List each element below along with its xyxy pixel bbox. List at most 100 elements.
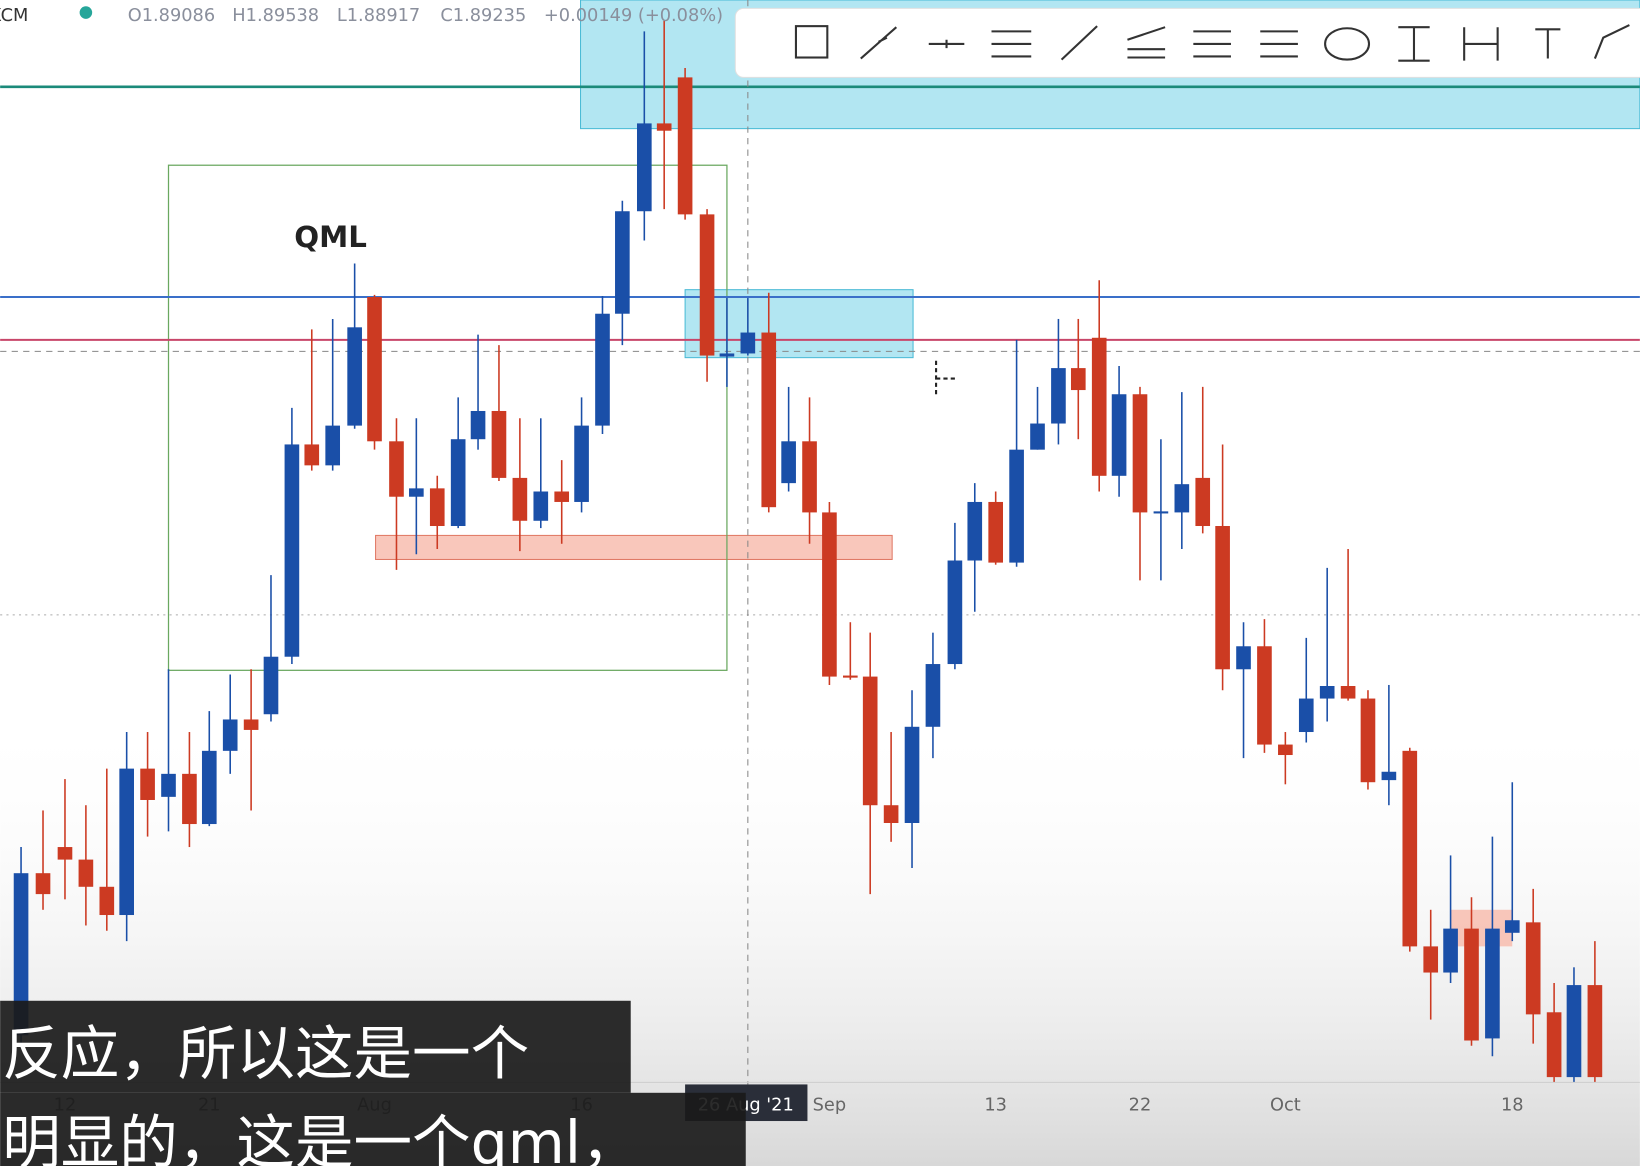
candle-body <box>656 123 672 131</box>
fib-tool[interactable] <box>991 30 1032 58</box>
candle-body <box>119 768 134 916</box>
candle-body <box>1195 477 1211 527</box>
pattern-box <box>167 164 728 671</box>
candle-body <box>491 410 507 478</box>
candle-body <box>1091 337 1107 476</box>
candle-body <box>57 847 73 860</box>
x-axis-label: 22 <box>1129 1096 1152 1116</box>
candle-body <box>429 488 445 527</box>
candle-body <box>263 656 279 715</box>
date-range-tool[interactable] <box>1463 27 1499 61</box>
candle-body <box>1132 394 1148 513</box>
candle-body <box>1257 646 1272 745</box>
candle-body <box>595 313 610 426</box>
candle-body <box>802 441 817 513</box>
candle-body <box>450 439 466 527</box>
candle-body <box>512 477 528 521</box>
candle-body <box>35 873 51 895</box>
candle-body <box>161 773 176 797</box>
candle-body <box>1030 423 1045 450</box>
close: C1.89235 <box>440 6 526 26</box>
candles <box>13 20 1603 1083</box>
candle-body <box>822 512 837 677</box>
arrow-tool[interactable] <box>860 26 898 60</box>
trendline-tool[interactable] <box>1060 25 1098 61</box>
candle-body <box>740 332 756 354</box>
candle-body <box>574 425 589 502</box>
candle-body <box>1174 484 1190 513</box>
candle-body <box>409 488 424 497</box>
x-axis-label: Oct <box>1270 1096 1301 1116</box>
drawing-toolbar <box>734 7 1640 78</box>
candle-body <box>1504 920 1520 933</box>
toolbar <box>734 7 1640 78</box>
candle-body <box>243 719 259 730</box>
candle-body <box>1402 750 1418 947</box>
candle-body <box>781 441 796 484</box>
candle-body <box>1360 698 1376 783</box>
candle-body <box>1423 946 1439 973</box>
candle-body <box>1236 646 1251 670</box>
change: +0.00149 (+0.08%) <box>544 6 723 26</box>
brush-tool[interactable] <box>1593 24 1630 59</box>
candle-body <box>1111 394 1127 476</box>
x-axis-label: 13 <box>984 1096 1007 1116</box>
candle-body <box>78 859 94 887</box>
cursor <box>935 360 955 398</box>
candle-body <box>904 726 920 823</box>
candle-body <box>1009 449 1024 563</box>
candle-body <box>677 77 693 215</box>
candle-body <box>719 353 735 357</box>
ellipse-tool[interactable] <box>1324 27 1371 61</box>
candle-body <box>533 491 549 521</box>
candle-body <box>699 214 715 356</box>
rect-tool[interactable] <box>794 25 829 59</box>
candle-body <box>222 719 238 751</box>
pitchfork-tool[interactable] <box>1127 26 1166 59</box>
zone-box <box>684 289 914 359</box>
x-axis-label: 18 <box>1501 1096 1524 1116</box>
open: O1.89086 <box>128 6 215 26</box>
small-zone <box>1450 909 1513 947</box>
symbol: XCM <box>0 6 28 26</box>
candle-body <box>201 750 217 825</box>
candle-body <box>1464 928 1479 1041</box>
ray-tool[interactable] <box>928 39 965 49</box>
candle-body <box>182 773 197 825</box>
subtitle-box <box>0 1092 746 1166</box>
text-tool[interactable] <box>1535 28 1561 59</box>
price-range-tool[interactable] <box>1398 26 1430 62</box>
candle-body <box>967 501 983 561</box>
candle-body <box>13 873 29 1036</box>
candle-body <box>1319 686 1335 699</box>
candle-body <box>862 676 878 806</box>
candle-body <box>304 444 320 466</box>
range-tool[interactable] <box>1260 30 1298 58</box>
candle-body <box>470 410 486 440</box>
candle-body <box>1485 928 1500 1039</box>
candle-body <box>1153 511 1169 514</box>
candle-body <box>1525 922 1541 1015</box>
candle-body <box>883 805 899 823</box>
candle-body <box>347 327 362 426</box>
candle-body <box>636 123 652 212</box>
candle-body <box>843 675 858 678</box>
header: XCM O1.89086 H1.89538 L1.88917 C1.89235 … <box>0 6 723 26</box>
demand-zone <box>375 534 893 560</box>
channel-tool[interactable] <box>1193 30 1231 58</box>
subtitle: 明显的，这是一个qml， <box>2 1109 639 1166</box>
candle-body <box>1298 698 1314 733</box>
candle-body <box>1340 686 1356 699</box>
candle-body <box>947 560 963 665</box>
candle-body <box>367 296 382 442</box>
candle-body <box>1443 928 1458 973</box>
candle-body <box>1566 985 1582 1078</box>
low: L1.88917 <box>337 6 420 26</box>
candle-body <box>140 768 155 800</box>
subtitle-box <box>0 1000 631 1093</box>
candle-body <box>554 491 570 502</box>
candle-body <box>988 501 1004 563</box>
candle-body <box>1546 1012 1562 1078</box>
candle-body <box>389 441 404 497</box>
subtitle: 反应，所以这是一个 <box>2 1020 529 1088</box>
